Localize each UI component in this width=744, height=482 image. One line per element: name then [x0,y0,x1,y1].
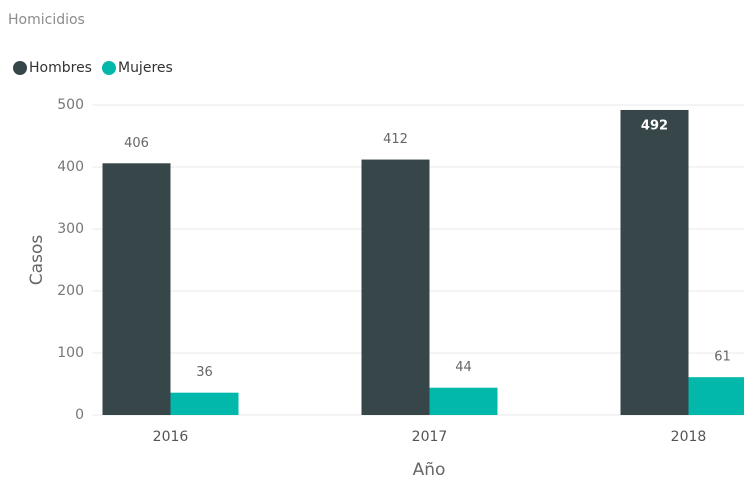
bar [170,392,239,415]
y-tick-label: 500 [57,97,84,113]
bar [429,387,498,415]
y-axis-title: Casos [27,235,47,286]
bar [102,163,171,415]
bar [620,109,689,416]
data-label: 492 [641,118,668,133]
legend-swatch [101,61,116,75]
legend-label: Hombres [29,60,92,76]
data-label: 61 [714,350,731,365]
data-label: 406 [124,136,149,151]
bar [361,159,430,415]
y-tick-label: 300 [57,221,84,237]
bar [688,377,744,415]
data-label: 44 [455,360,472,375]
legend-swatch [13,61,27,75]
y-tick-label: 200 [57,283,84,299]
chart-title: Homicidios [8,12,85,28]
data-label: 36 [196,365,213,380]
x-tick-label: 2017 [412,429,448,445]
x-tick-label: 2016 [153,429,189,445]
y-tick-label: 400 [57,159,84,175]
x-tick-label: 2018 [671,429,707,445]
x-axis-title: Año [413,460,446,480]
y-tick-label: 100 [57,345,84,361]
y-tick-label: 0 [75,407,84,423]
legend-label: Mujeres [118,60,173,76]
data-label: 412 [383,132,408,147]
